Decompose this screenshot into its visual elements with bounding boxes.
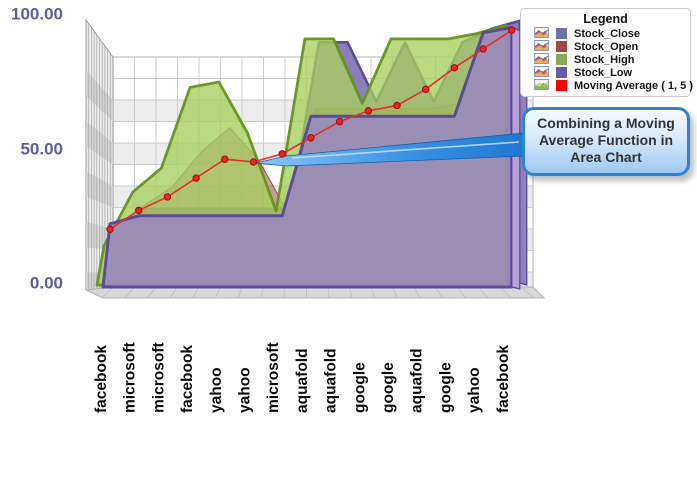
- x-axis-label: microsoft: [150, 342, 167, 413]
- moving-average-point: [249, 158, 258, 166]
- x-axis-label: aquafold: [323, 348, 340, 413]
- legend-item-stock-open: Stock_Open: [521, 38, 690, 56]
- moving-average-point: [135, 206, 143, 215]
- legend-item-label: Stock_Close: [574, 27, 641, 40]
- x-axis-label: yahoo: [237, 367, 254, 413]
- moving-average-point: [393, 101, 401, 110]
- y-axis-tick-label: 100.00: [11, 5, 63, 24]
- legend-item-label: Stock_High: [574, 53, 635, 66]
- legend-swatch: [556, 80, 567, 91]
- x-axis-label: facebook: [179, 345, 196, 413]
- moving-average-point: [422, 85, 430, 94]
- x-axis-label: yahoo: [208, 367, 225, 413]
- legend-item-stock-close: Stock_Close: [521, 25, 690, 43]
- x-axis-label: yahoo: [466, 367, 483, 413]
- moving-average-point: [335, 117, 344, 126]
- legend-item-label: Stock_Low: [574, 66, 633, 79]
- moving-average-point: [163, 193, 172, 201]
- moving-average-line: [106, 26, 516, 233]
- legend-swatch: [556, 41, 567, 52]
- callout: Combining a Moving Average Function in A…: [522, 107, 690, 176]
- x-axis-label: aquafold: [294, 348, 311, 413]
- area-chart-icon: [534, 51, 549, 69]
- x-axis-label: facebook: [93, 345, 110, 413]
- legend-rows: Stock_Close Stock_Open Stock_High Stock_Low…: [521, 25, 693, 95]
- area-chart-icon: [534, 38, 549, 56]
- x-axis-label: google: [437, 362, 454, 413]
- x-axis-label: google: [351, 362, 368, 413]
- moving-average-point: [307, 134, 315, 142]
- moving-average-point: [479, 45, 487, 53]
- area-chart-icon: [534, 25, 549, 43]
- legend: Legend Stock_Close Stock_Open Stock_High St…: [520, 8, 693, 97]
- moving-average-point: [364, 107, 372, 115]
- legend-swatch: [556, 67, 567, 78]
- x-axis: facebook microsoft microsoft facebook yahoo y…: [93, 342, 512, 413]
- moving-average-icon: [534, 77, 549, 95]
- x-axis-label: aquafold: [409, 348, 426, 413]
- y-axis: 100.00 50.00 0.00: [11, 5, 63, 293]
- area-chart-icon: [534, 64, 549, 82]
- callout-text: Combining a Moving Average Function in A…: [537, 115, 675, 165]
- x-axis-label: facebook: [495, 345, 512, 413]
- moving-average-point: [278, 150, 286, 158]
- moving-average-point: [508, 26, 516, 34]
- legend-swatch: [556, 54, 567, 65]
- moving-average-point: [106, 225, 114, 233]
- legend-item-stock-high: Stock_High: [521, 51, 690, 69]
- x-axis-label: microsoft: [122, 342, 139, 413]
- x-axis-label: google: [380, 362, 397, 413]
- x-axis-label: microsoft: [265, 342, 282, 413]
- moving-average-point: [192, 174, 200, 182]
- floor: [84, 286, 546, 299]
- legend-item-stock-low: Stock_Low: [521, 64, 690, 82]
- moving-average-point: [450, 64, 459, 72]
- legend-item-label: Stock_Open: [574, 40, 639, 53]
- legend-item-moving-average-1-5: Moving Average ( 1, 5 ): [521, 77, 693, 95]
- legend-item-label: Moving Average ( 1, 5 ): [574, 79, 693, 92]
- left-wall: [85, 18, 114, 291]
- legend-title: Legend: [583, 12, 628, 26]
- moving-average-point: [221, 155, 229, 163]
- y-axis-tick-label: 50.00: [20, 140, 63, 159]
- legend-swatch: [556, 28, 567, 39]
- y-axis-tick-label: 0.00: [30, 274, 63, 293]
